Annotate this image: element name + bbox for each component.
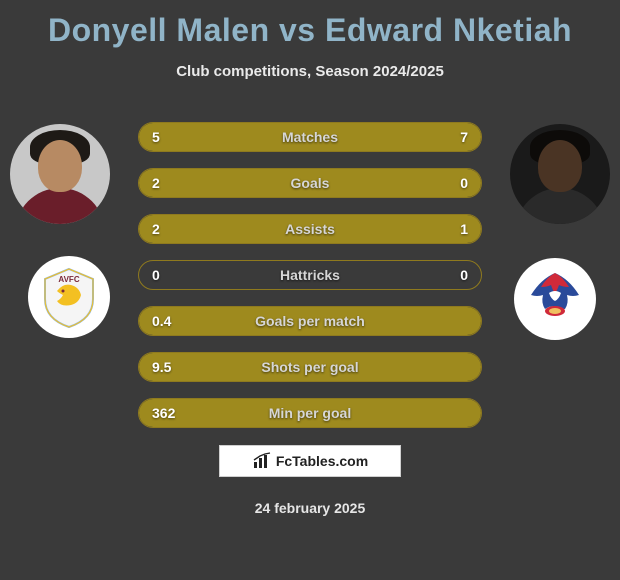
stat-value-left: 0.4 [152,306,171,336]
subtitle: Club competitions, Season 2024/2025 [0,63,620,80]
footer-brand-box: FcTables.com [219,445,401,477]
stat-row: 21Assists [138,214,482,244]
stat-bar-track [138,214,482,244]
footer-brand-text: FcTables.com [276,453,368,469]
stats-container: 57Matches20Goals21Assists00Hattricks0.4G… [138,122,482,444]
stat-bar-left [139,123,283,151]
stat-bar-track [138,122,482,152]
avatar-shoulders [15,188,105,224]
stat-bar-left [139,215,368,243]
stat-value-left: 5 [152,122,160,152]
stat-bar-left [139,353,481,381]
avatar-head [38,140,82,192]
avatar-head [538,140,582,192]
stat-value-left: 0 [152,260,160,290]
chart-icon [252,452,272,470]
player-left-avatar [10,124,110,224]
stat-value-right: 1 [460,214,468,244]
crest-svg: AVFC [37,265,101,329]
stat-bar-track [138,398,482,428]
stat-row: 00Hattricks [138,260,482,290]
player-right-avatar [510,124,610,224]
stat-bar-track [138,352,482,382]
stat-value-right: 7 [460,122,468,152]
stat-bar-track [138,306,482,336]
stat-value-left: 2 [152,214,160,244]
stat-bar-track [138,260,482,290]
page-title: Donyell Malen vs Edward Nketiah [0,0,620,49]
stat-row: 20Goals [138,168,482,198]
stat-row: 362Min per goal [138,398,482,428]
stat-bar-right [283,123,481,151]
stat-value-right: 0 [460,168,468,198]
stat-row: 9.5Shots per goal [138,352,482,382]
stat-value-left: 362 [152,398,175,428]
crest-svg [519,263,591,335]
stat-value-left: 9.5 [152,352,171,382]
stat-row: 57Matches [138,122,482,152]
stat-value-right: 0 [460,260,468,290]
club-crest-left: AVFC [28,256,110,338]
stat-bar-track [138,168,482,198]
stat-row: 0.4Goals per match [138,306,482,336]
footer-date: 24 february 2025 [0,500,620,516]
club-crest-right [514,258,596,340]
crest-text: AVFC [58,275,79,284]
stat-bar-left [139,169,481,197]
avatar-shoulders [515,188,605,224]
stat-bar-left [139,307,481,335]
stat-bar-left [139,399,481,427]
stat-value-left: 2 [152,168,160,198]
